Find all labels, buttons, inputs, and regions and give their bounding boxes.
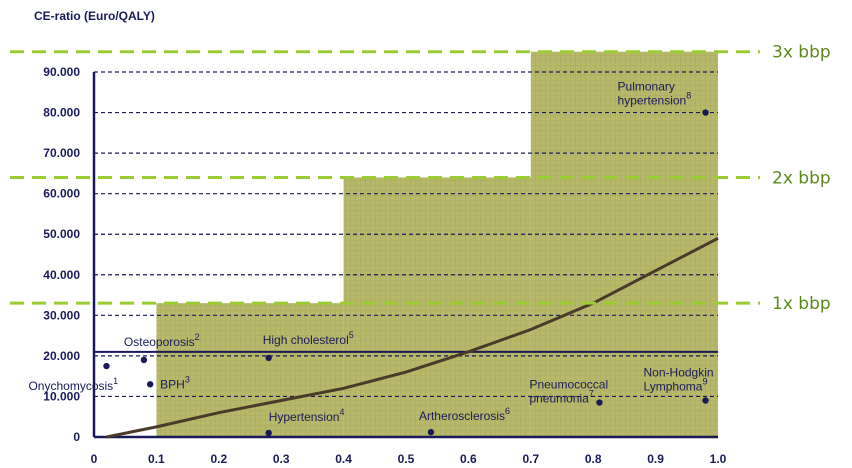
threshold-fill-areas bbox=[156, 51, 718, 437]
chart-title: CE-ratio (Euro/QALY) bbox=[34, 9, 155, 23]
y-tick-label: 70.000 bbox=[43, 146, 80, 160]
bbp-label-1: 1x bbp bbox=[772, 294, 831, 314]
point-8 bbox=[702, 109, 709, 116]
ce-curve bbox=[106, 236, 719, 439]
y-tick-label: 50.000 bbox=[43, 227, 80, 241]
point-label-4: Hypertension4 bbox=[269, 407, 345, 424]
point-2 bbox=[140, 356, 148, 364]
point-3 bbox=[146, 381, 154, 388]
x-tick-labels: 0 0.1 0.2 0.3 0.4 0.5 0.6 0.7 0.8 0.9 1.0 bbox=[91, 452, 727, 466]
point-label-9: Lymphoma9 bbox=[644, 377, 708, 394]
x-tick-label: 0.1 bbox=[148, 452, 165, 466]
x-tick-label: 0.4 bbox=[335, 452, 352, 466]
x-tick-label: 0.9 bbox=[647, 452, 664, 466]
data-points: Onychomycosis1 Osteoporosis2 BPH3 Hypertens… bbox=[28, 80, 714, 437]
y-tick-label: 80.000 bbox=[43, 106, 80, 120]
y-tick-label: 60.000 bbox=[43, 187, 80, 201]
point-label-9: Non-Hodgkin bbox=[644, 366, 714, 380]
point-label-7: Pneumococcal bbox=[529, 378, 608, 392]
point-1 bbox=[103, 362, 110, 370]
bbp-label-2: 2x bbp bbox=[772, 168, 831, 188]
point-label-3: BPH3 bbox=[160, 374, 190, 391]
point-5 bbox=[265, 354, 272, 362]
ce-curve-line bbox=[106, 236, 719, 439]
x-tick-label: 0.5 bbox=[398, 452, 415, 466]
bbp-thresholds: 1x bbp 2x bbp 3x bbp bbox=[10, 43, 831, 314]
point-9 bbox=[702, 397, 709, 404]
x-tick-label: 0.7 bbox=[522, 452, 539, 466]
point-label-1: Onychomycosis1 bbox=[28, 376, 118, 393]
bbp-label-3: 3x bbp bbox=[772, 43, 831, 63]
point-label-5: High cholesterol5 bbox=[263, 330, 354, 347]
fill-zone-1 bbox=[156, 303, 344, 437]
x-tick-label: 0.3 bbox=[273, 452, 290, 466]
point-label-7: pneumonia7 bbox=[529, 389, 593, 406]
x-tick-label: 0.6 bbox=[460, 452, 477, 466]
y-tick-labels: 0 10.000 20.000 30.000 40.000 50.000 60.000 70.… bbox=[43, 65, 80, 444]
point-6 bbox=[427, 428, 435, 436]
point-label-8: Pulmonary bbox=[618, 80, 675, 94]
point-7 bbox=[596, 399, 603, 406]
y-tick-label: 90.000 bbox=[43, 65, 80, 79]
dashed-gridlines bbox=[94, 71, 718, 398]
y-tick-label: 20.000 bbox=[43, 349, 80, 363]
x-tick-label: 0.2 bbox=[210, 452, 227, 466]
y-tick-label: 30.000 bbox=[43, 308, 80, 322]
point-label-2: Osteoporosis2 bbox=[124, 332, 200, 349]
fill-zone-2 bbox=[343, 177, 531, 437]
point-4 bbox=[265, 429, 272, 437]
point-label-8: hypertension8 bbox=[618, 91, 692, 108]
x-tick-label: 1.0 bbox=[710, 452, 727, 466]
y-tick-label: 0 bbox=[73, 430, 80, 444]
y-tick-label: 40.000 bbox=[43, 268, 80, 282]
x-tick-label: 0 bbox=[91, 452, 98, 466]
y-tick-label: 10.000 bbox=[43, 389, 80, 403]
axes bbox=[92, 72, 718, 439]
x-tick-label: 0.8 bbox=[585, 452, 602, 466]
point-label-6: Artherosclerosis6 bbox=[419, 406, 510, 423]
fill-zone-3 bbox=[530, 51, 718, 437]
